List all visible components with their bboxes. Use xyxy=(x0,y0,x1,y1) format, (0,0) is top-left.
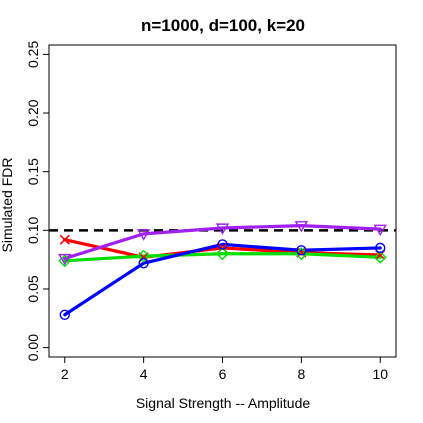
y-tick-label: 0.25 xyxy=(25,41,41,68)
data-point-series-4 xyxy=(215,223,230,235)
chart-title: n=1000, d=100, k=20 xyxy=(141,16,305,35)
plot-area: 2 4 6 8 10 0.00 0.05 0.10 0.15 0.20 0.25 xyxy=(25,41,397,382)
x-tick-label: 2 xyxy=(61,366,69,382)
series-line-2 xyxy=(63,252,382,263)
data-point-series-2 xyxy=(137,249,151,263)
series-line-3 xyxy=(63,242,382,317)
y-tick-label: 0.20 xyxy=(25,99,41,126)
data-point-series-3 xyxy=(59,309,70,320)
series-line-4 xyxy=(63,224,382,261)
data-point-series-4 xyxy=(373,224,387,237)
data-point-series-4 xyxy=(58,253,72,266)
y-tick-label: 0.05 xyxy=(25,275,41,302)
data-point-series-4 xyxy=(136,229,151,241)
data-point-series-3 xyxy=(217,239,228,250)
data-point-series-4 xyxy=(294,221,309,233)
data-point-series-2 xyxy=(216,247,229,261)
plot-frame xyxy=(48,44,397,358)
x-tick-label: 4 xyxy=(140,366,148,382)
y-tick-label: 0.00 xyxy=(25,334,41,361)
x-tick-label: 10 xyxy=(372,366,388,382)
x-tick-label: 8 xyxy=(297,366,305,382)
data-point-series-3 xyxy=(138,257,149,269)
x-axis-label: Signal Strength -- Amplitude xyxy=(136,395,311,411)
data-point-series-2 xyxy=(373,250,387,264)
y-axis-label: Simulated FDR xyxy=(0,158,15,253)
y-tick-label: 0.15 xyxy=(25,158,41,185)
y-tick-label: 0.10 xyxy=(25,216,41,243)
data-point-series-3 xyxy=(296,245,307,256)
data-point-series-1 xyxy=(59,234,70,245)
data-point-series-3 xyxy=(375,242,386,254)
x-tick-label: 6 xyxy=(219,366,227,382)
